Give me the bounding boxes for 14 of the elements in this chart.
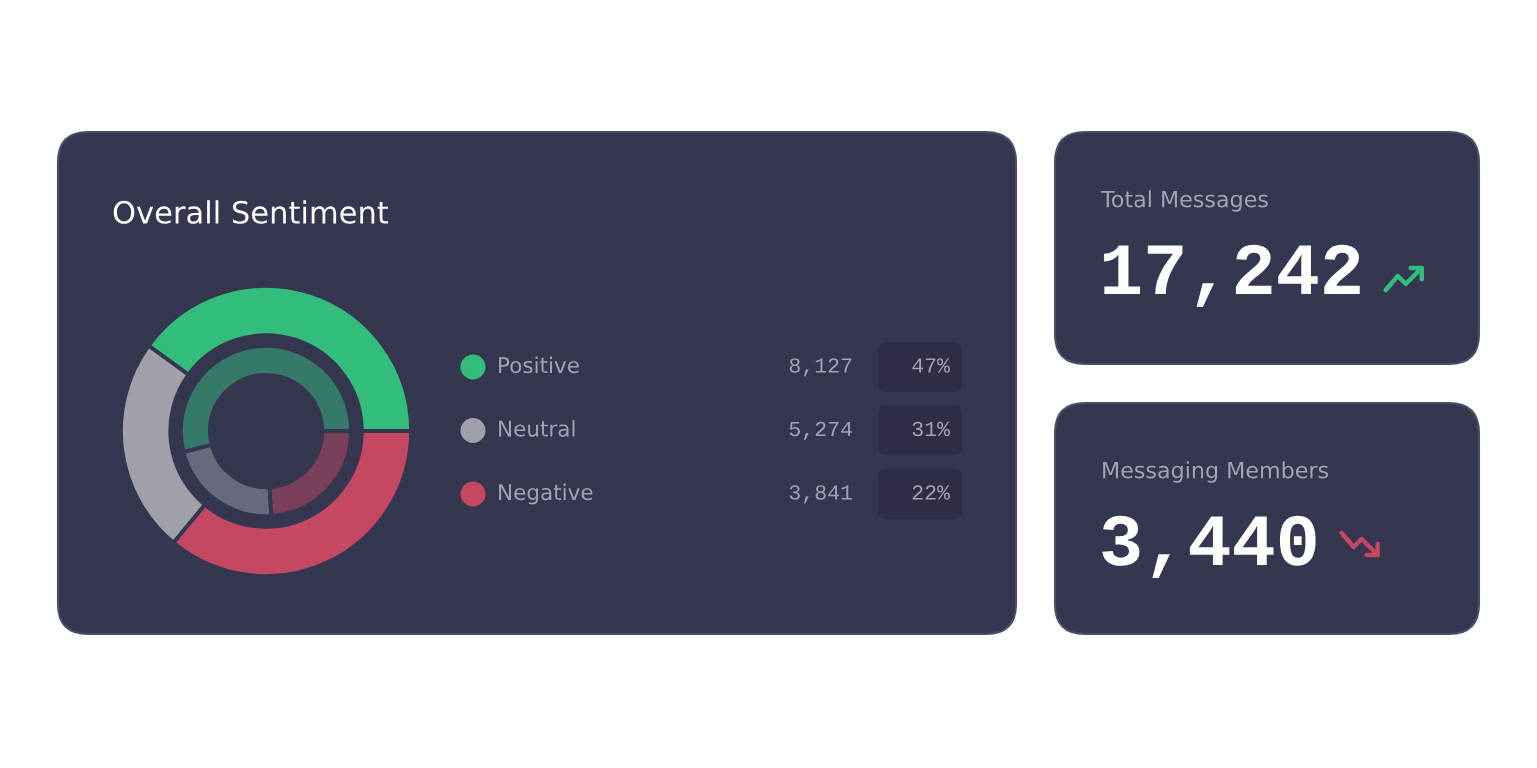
text: 3,440 [1102,515,1316,579]
text: 8,127 [789,358,852,377]
legend-label: Neutral [499,420,575,437]
text: Total Messages [1100,190,1268,212]
text: 17,242 [1103,244,1360,308]
text: Messaging Members [1103,461,1329,483]
legend-label: Positive [499,356,579,374]
text: 22% [912,485,951,500]
legend-label: Negative [499,483,593,505]
text: 31% [912,421,951,437]
text: 3,841 [789,485,852,504]
text: 47% [912,358,951,373]
text: 5,274 [789,421,852,440]
chart-title: Overall Sentiment [113,200,389,224]
